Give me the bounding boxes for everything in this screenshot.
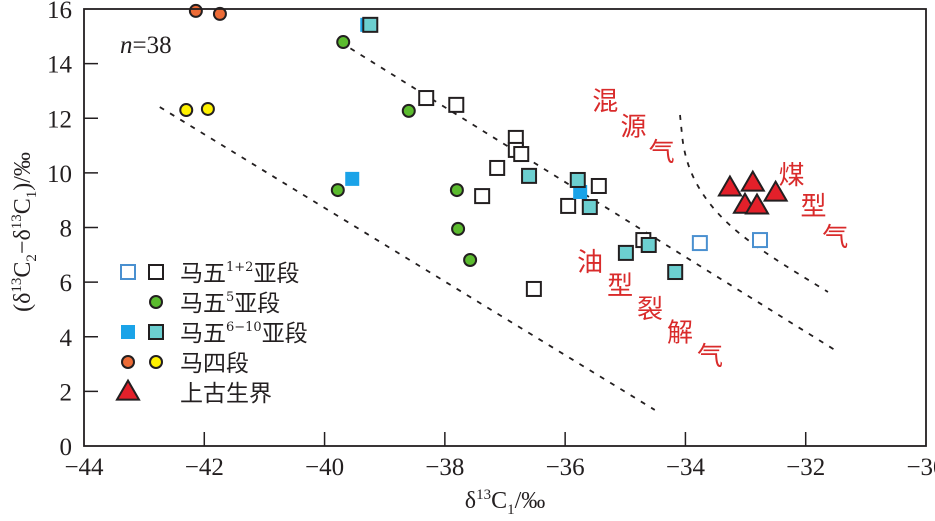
y-axis-ticks: 0 2 4 6 8 10 12 14 16	[47, 0, 98, 461]
data-point-circle-yellow	[200, 101, 215, 116]
region-label-char: 混	[592, 87, 618, 117]
data-point-square-open-blue	[752, 232, 769, 249]
data-point-circle-green	[451, 221, 466, 236]
y-tick-label: 8	[60, 216, 73, 243]
middle-dashed-line	[339, 41, 839, 353]
legend-marker-triangle-red	[115, 378, 141, 401]
data-point-square-cyan	[521, 167, 538, 184]
data-point-triangle-red	[717, 174, 743, 197]
data-point-circle-orange	[188, 3, 203, 18]
region-label-char: 源	[620, 112, 646, 142]
region-label-char: 气	[822, 223, 848, 253]
region-label-char: 油	[577, 248, 603, 278]
data-point-square-blue	[573, 184, 588, 199]
legend-label: 马五6−10亚段	[180, 320, 308, 347]
y-tick-label: 10	[47, 161, 72, 188]
region-label-char: 型	[800, 192, 826, 222]
x-tick-label: −38	[425, 454, 464, 481]
legend-marker-circle-green	[149, 295, 163, 309]
region-label-char: 气	[649, 138, 675, 168]
data-point-square-open-black	[448, 96, 465, 113]
region-label-char: 裂	[637, 295, 663, 325]
data-point-square-cyan	[569, 171, 586, 188]
data-point-circle-green	[336, 35, 351, 50]
sample-count-annotation: n=38	[120, 32, 172, 59]
legend-item: 马五1+2亚段	[120, 260, 299, 287]
data-point-circle-green	[449, 183, 464, 198]
data-point-square-open-black	[489, 159, 506, 176]
region-label: 煤型气	[779, 161, 849, 253]
data-points	[179, 3, 789, 297]
lower-dashed-line	[159, 106, 656, 411]
y-tick-label: 6	[60, 270, 73, 297]
data-point-square-open-black	[525, 280, 542, 297]
region-label-char: 型	[607, 272, 633, 302]
legend-label: 上古生界	[180, 381, 272, 407]
data-point-square-open-black	[474, 188, 491, 205]
legend-item: 上古生界	[115, 378, 272, 407]
y-tick-label: 4	[60, 325, 73, 352]
data-point-square-cyan	[362, 16, 379, 33]
y-tick-label: 12	[47, 106, 72, 133]
legend-marker-square-blue	[121, 325, 135, 339]
data-point-square-open-blue	[691, 235, 708, 252]
data-point-square-open-black	[418, 90, 435, 107]
x-tick-label: −40	[305, 454, 344, 481]
legend-item: 马五6−10亚段	[121, 320, 308, 347]
x-tick-label: −44	[64, 454, 104, 481]
data-point-square-cyan	[617, 244, 634, 261]
data-point-circle-green	[463, 253, 478, 268]
region-label-char: 煤	[779, 161, 805, 191]
data-point-triangle-red	[744, 192, 770, 215]
data-point-circle-green	[401, 103, 416, 118]
data-point-square-open-black	[590, 177, 607, 194]
x-axis-title: δ13C1/‰	[465, 487, 546, 518]
data-point-triangle-red	[762, 179, 789, 202]
data-point-circle-green	[330, 183, 345, 198]
data-point-square-cyan	[640, 236, 657, 253]
data-point-square-open-black	[560, 197, 577, 214]
x-tick-label: −32	[786, 454, 825, 481]
data-point-triangle-red	[740, 169, 766, 192]
x-tick-label: −42	[185, 454, 224, 481]
y-axis-title: (δ13C2−δ13C1)/‰	[9, 152, 40, 312]
legend-marker-circle-orange	[121, 355, 135, 369]
legend-marker-square-cyan	[148, 324, 164, 340]
x-axis-ticks: −44 −42 −40 −38 −36 −34 −32 −30	[64, 432, 935, 481]
legend-item: 马四段	[121, 351, 249, 377]
region-label: 混源气	[592, 87, 675, 168]
legend-marker-square-open-blue	[120, 264, 136, 280]
data-point-square-cyan	[667, 264, 684, 281]
boundary-lines	[159, 41, 839, 411]
x-tick-label: −36	[546, 454, 585, 481]
data-point-square-open-black	[513, 146, 530, 163]
y-tick-label: 16	[47, 0, 72, 24]
data-point-circle-orange	[212, 6, 227, 21]
legend-marker-square-open-black	[148, 264, 164, 280]
x-tick-label: −34	[666, 454, 706, 481]
region-label-char: 解	[667, 318, 693, 348]
legend-marker-circle-yellow	[149, 355, 163, 369]
data-point-square-blue	[345, 171, 360, 186]
legend-label: 马五5亚段	[180, 290, 280, 317]
data-point-circle-yellow	[179, 103, 194, 118]
data-point-square-cyan	[581, 199, 598, 216]
y-tick-label: 0	[60, 434, 73, 461]
legend-item: 马五5亚段	[149, 290, 280, 317]
x-tick-label: −30	[906, 454, 935, 481]
legend-label: 马四段	[180, 351, 249, 377]
region-label-char: 气	[697, 342, 723, 372]
y-tick-label: 2	[60, 379, 73, 406]
legend-label: 马五1+2亚段	[180, 260, 299, 287]
y-tick-label: 14	[47, 52, 73, 79]
